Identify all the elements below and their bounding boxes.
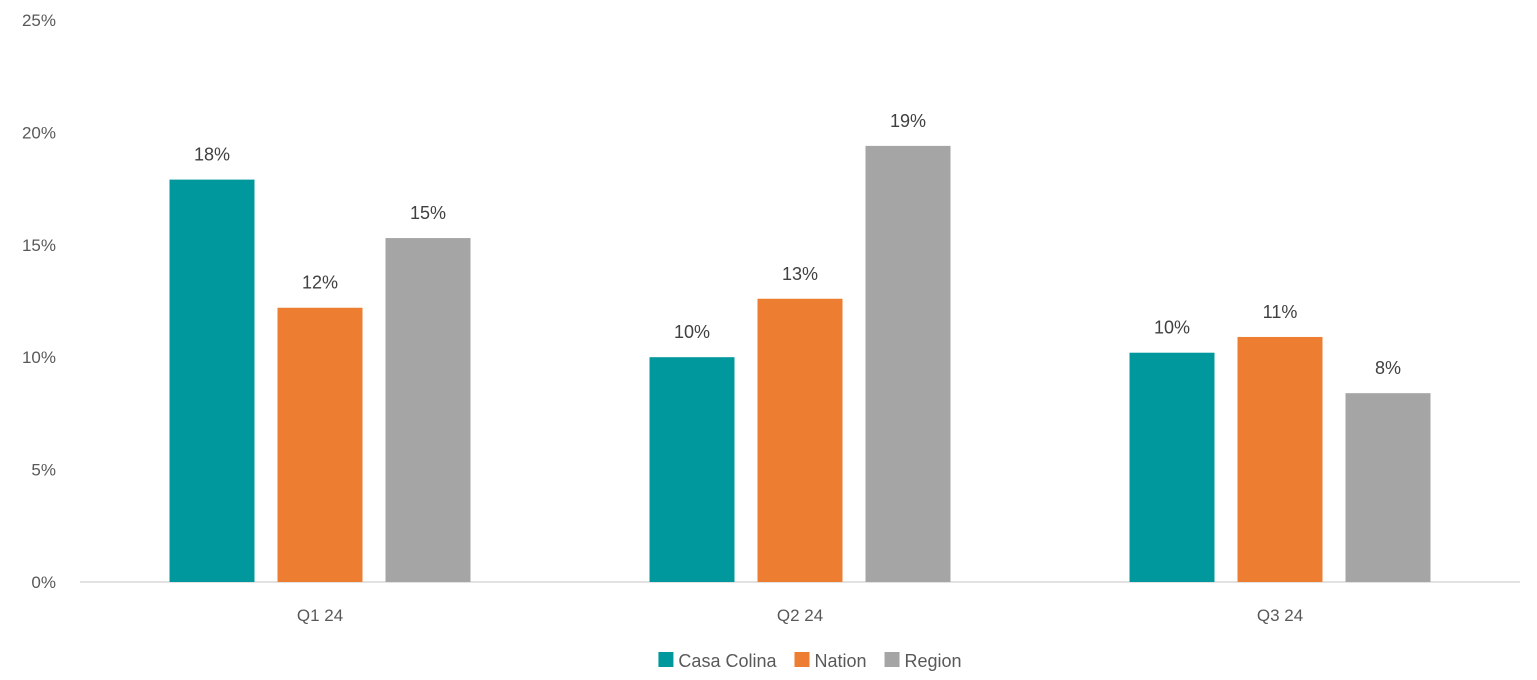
bar-region-q2-24 [865,145,951,582]
y-tick-label: 25% [22,11,56,30]
legend-swatch [658,652,674,667]
data-label: 10% [1154,318,1190,338]
data-label: 12% [302,273,338,293]
legend-swatch [794,652,810,667]
bar-nation-q3-24 [1237,336,1323,582]
data-label: 10% [674,322,710,342]
legend-item: Nation [794,651,867,671]
y-tick-label: 15% [22,236,56,255]
bar-casa-colina-q2-24 [649,357,735,582]
legend-label: Region [905,651,962,671]
x-tick-label: Q2 24 [777,606,823,625]
y-axis: 25% 20% 15% 10% 5% 0% [22,11,56,592]
bars [169,145,1431,582]
data-label: 13% [782,264,818,284]
data-label: 15% [410,203,446,223]
legend-item: Region [884,651,962,671]
x-tick-label: Q3 24 [1257,606,1303,625]
bar-casa-colina-q1-24 [169,179,255,582]
data-labels: 18% 12% 15% 10% 13% 19% 10% 11% 8% [194,111,1401,378]
y-tick-label: 20% [22,123,56,142]
legend-swatch [884,652,900,667]
bar-region-q3-24 [1345,393,1431,582]
y-tick-label: 5% [31,461,56,480]
x-tick-label: Q1 24 [297,606,343,625]
data-label: 8% [1375,358,1401,378]
legend-item: Casa Colina [658,651,777,671]
bar-nation-q2-24 [757,298,843,582]
legend-label: Nation [814,651,866,671]
y-tick-label: 10% [22,348,56,367]
bar-nation-q1-24 [277,307,363,582]
bar-casa-colina-q3-24 [1129,352,1215,582]
bar-region-q1-24 [385,238,471,582]
data-label: 19% [890,111,926,131]
legend-label: Casa Colina [678,651,777,671]
data-label: 18% [194,145,230,165]
x-axis: Q1 24 Q2 24 Q3 24 [297,606,1303,625]
y-tick-label: 0% [31,573,56,592]
legend: Casa Colina Nation Region [658,651,962,671]
data-label: 11% [1263,302,1298,322]
